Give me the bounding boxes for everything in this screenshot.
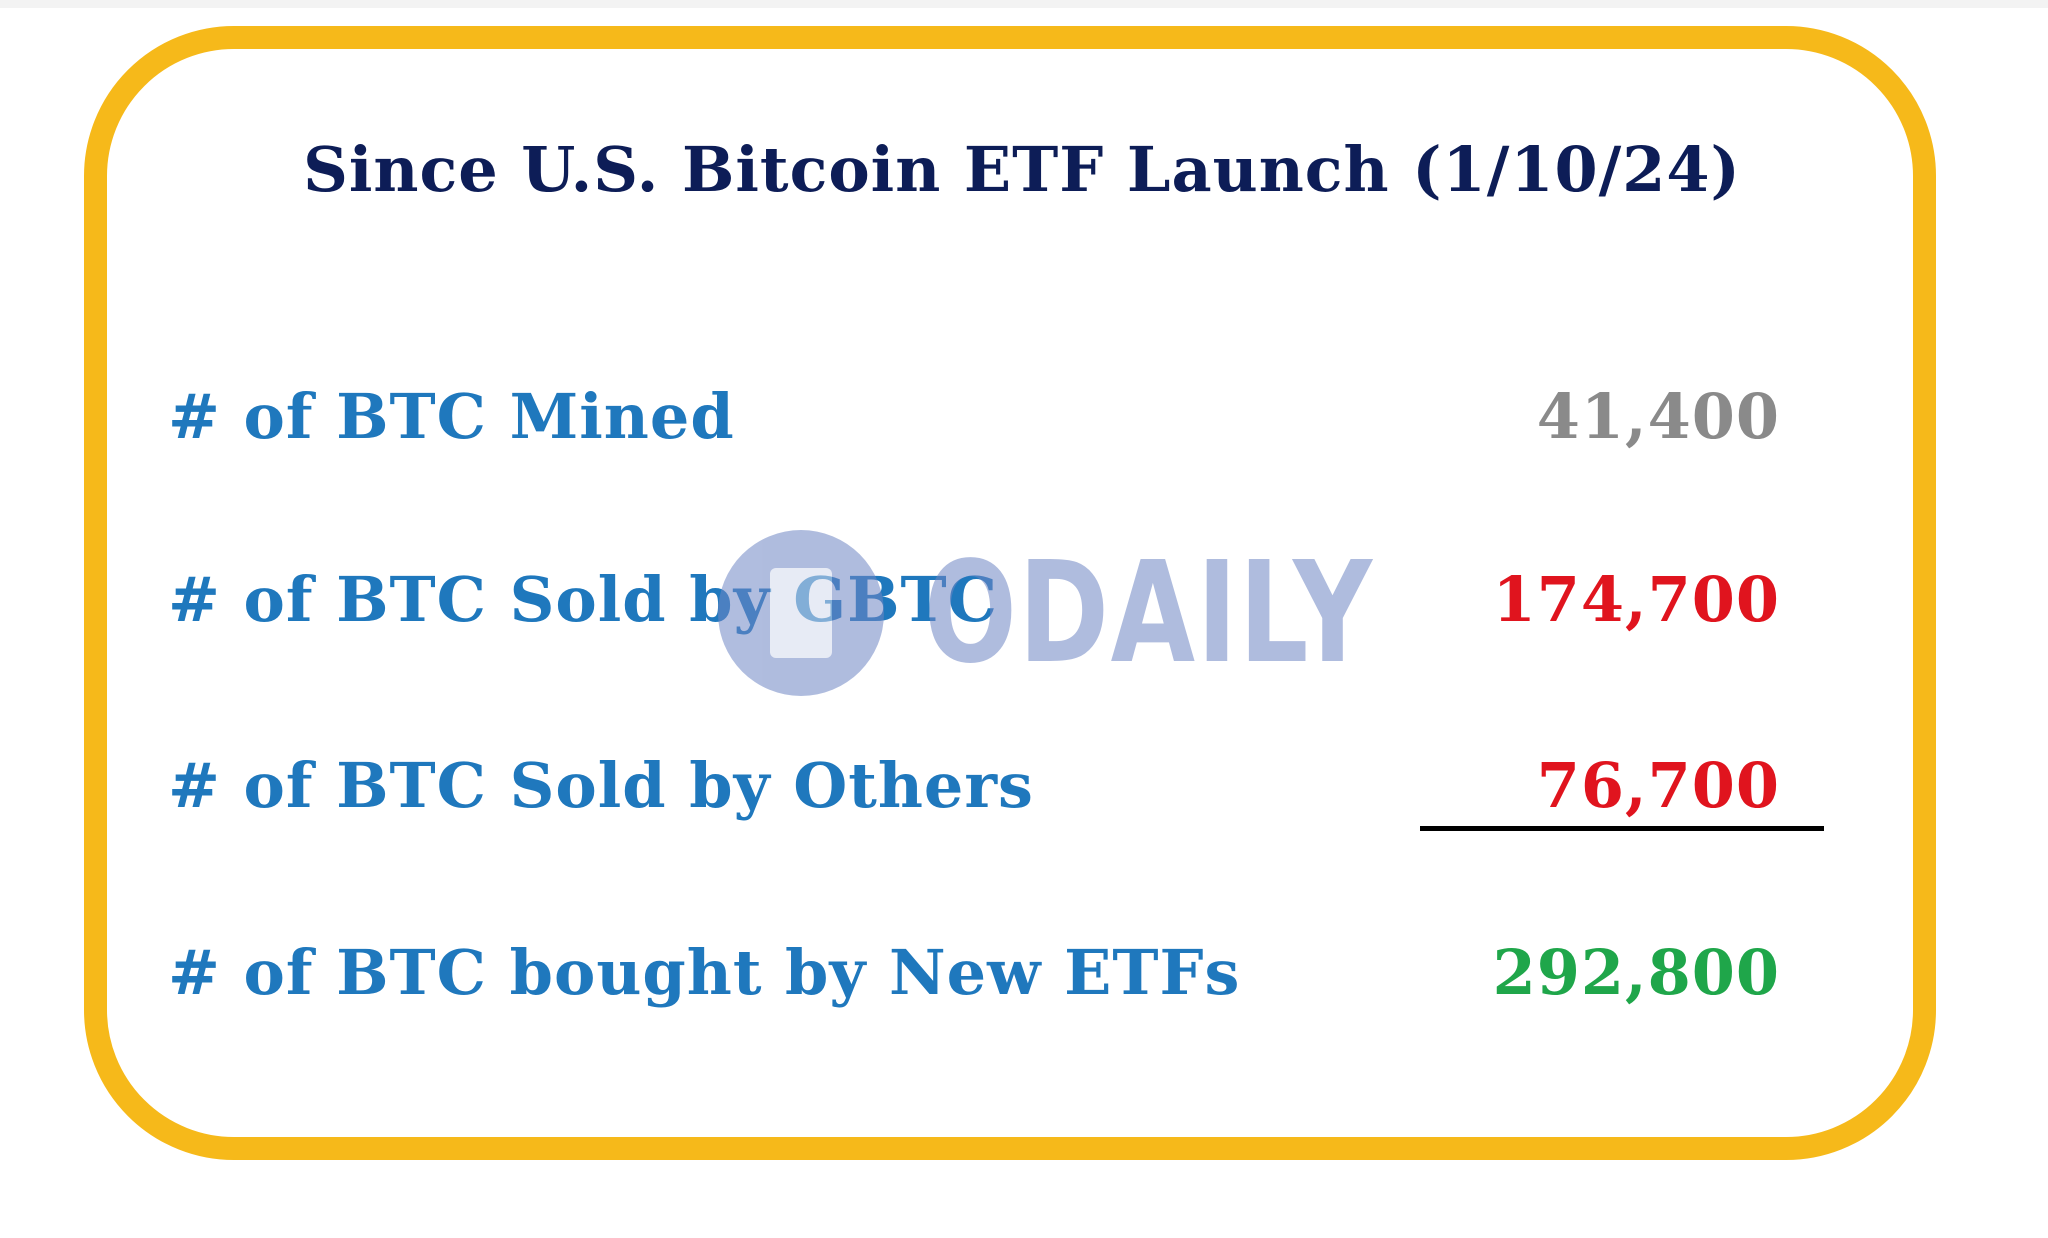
summary-title-text: Since U.S. Bitcoin ETF Launch (1/10/24) [303, 133, 1741, 206]
summary-card [84, 26, 1936, 1160]
summary-title: Since U.S. Bitcoin ETF Launch (1/10/24) [0, 133, 2048, 206]
row-value-sold-gbtc: 174,700 [1492, 563, 1780, 636]
row-value-bought-etfs: 292,800 [1492, 936, 1780, 1009]
row-value-mined: 41,400 [1536, 380, 1780, 453]
row-label-bought-etfs: # of BTC bought by New ETFs [168, 936, 1241, 1009]
sum-underline [1420, 826, 1824, 831]
row-label-sold-others: # of BTC Sold by Others [168, 749, 1034, 822]
row-value-sold-others: 76,700 [1536, 749, 1780, 822]
row-label-sold-gbtc: # of BTC Sold by GBTC [168, 563, 999, 636]
top-strip [0, 0, 2048, 8]
row-label-mined: # of BTC Mined [168, 380, 735, 453]
